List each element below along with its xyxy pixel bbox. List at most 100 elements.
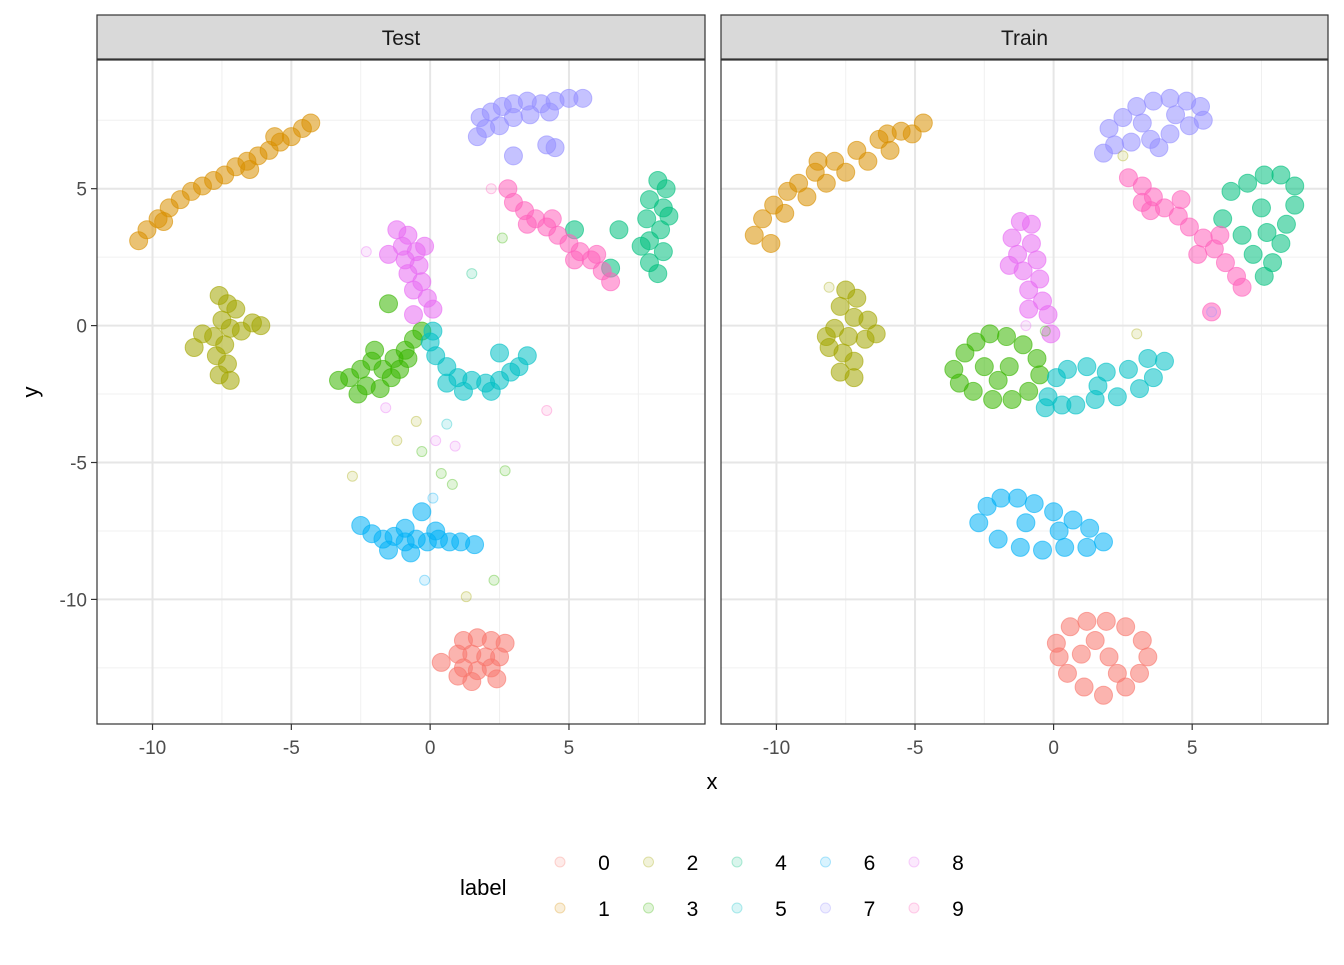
point-label-0 bbox=[431, 652, 451, 672]
point-label-4 bbox=[466, 268, 478, 280]
facet-strip-label: Train bbox=[1001, 27, 1048, 50]
panel-background bbox=[97, 60, 705, 724]
point-label-4 bbox=[1271, 165, 1291, 185]
point-label-4 bbox=[1276, 214, 1296, 234]
point-label-1 bbox=[301, 113, 321, 133]
point-label-9 bbox=[485, 183, 497, 195]
point-label-6 bbox=[1010, 537, 1030, 557]
point-label-4 bbox=[1254, 266, 1274, 286]
point-label-5 bbox=[517, 346, 537, 366]
point-label-5 bbox=[1035, 398, 1055, 418]
point-label-4 bbox=[1254, 165, 1274, 185]
point-label-4 bbox=[1251, 198, 1271, 218]
point-label-2 bbox=[226, 299, 246, 319]
point-label-5 bbox=[437, 373, 457, 393]
legend-label-9: 9 bbox=[952, 898, 964, 921]
point-label-0 bbox=[1116, 617, 1136, 637]
legend-label-4: 4 bbox=[775, 852, 787, 875]
point-label-8 bbox=[1021, 214, 1041, 234]
point-label-3 bbox=[980, 324, 1000, 344]
point-label-0 bbox=[1107, 663, 1127, 683]
legend-key-6 bbox=[820, 856, 831, 868]
point-label-5 bbox=[1138, 348, 1158, 368]
point-label-5 bbox=[490, 343, 510, 363]
point-label-5 bbox=[453, 381, 473, 401]
x-tick-label: 0 bbox=[425, 738, 436, 759]
point-label-9 bbox=[1132, 192, 1152, 212]
point-label-9 bbox=[587, 244, 607, 264]
point-label-3 bbox=[966, 332, 986, 352]
point-label-6 bbox=[1080, 518, 1100, 538]
point-label-3 bbox=[499, 465, 511, 477]
point-label-6 bbox=[379, 540, 399, 560]
point-label-7 bbox=[1121, 132, 1141, 152]
point-label-3 bbox=[1002, 390, 1022, 410]
point-label-4 bbox=[1263, 253, 1283, 273]
panel-border bbox=[720, 59, 1329, 725]
legend-label-6: 6 bbox=[864, 852, 876, 875]
point-label-1 bbox=[753, 209, 773, 229]
point-label-4 bbox=[1271, 233, 1291, 253]
point-label-2 bbox=[823, 281, 835, 293]
point-label-5 bbox=[1154, 351, 1174, 371]
point-label-8 bbox=[423, 299, 443, 319]
point-label-1 bbox=[816, 173, 836, 193]
legend-key-4 bbox=[731, 856, 743, 868]
point-label-9 bbox=[565, 250, 585, 270]
point-label-4 bbox=[631, 236, 651, 256]
point-label-6 bbox=[351, 515, 371, 535]
point-label-4 bbox=[659, 206, 679, 226]
y-tick-label: 0 bbox=[76, 317, 87, 338]
point-label-8 bbox=[379, 244, 399, 264]
point-label-2 bbox=[858, 310, 878, 330]
point-label-5 bbox=[1107, 387, 1127, 407]
point-label-0 bbox=[1071, 644, 1091, 664]
point-label-5 bbox=[1066, 395, 1086, 415]
point-label-8 bbox=[1041, 324, 1061, 344]
point-label-1 bbox=[154, 212, 174, 232]
point-label-8 bbox=[1027, 250, 1047, 270]
point-label-3 bbox=[416, 446, 428, 458]
point-label-7 bbox=[1132, 113, 1152, 133]
point-label-5 bbox=[1130, 379, 1150, 399]
legend-key-9 bbox=[908, 902, 920, 914]
point-label-0 bbox=[1085, 630, 1105, 650]
point-label-6 bbox=[988, 529, 1008, 549]
point-label-1 bbox=[789, 173, 809, 193]
x-tick-label: 5 bbox=[1187, 738, 1198, 759]
panel-train: Train -10 -5 0 5 bbox=[720, 14, 1329, 759]
point-label-0 bbox=[1132, 630, 1152, 650]
point-label-5 bbox=[423, 321, 443, 341]
point-label-3 bbox=[996, 327, 1016, 347]
point-label-7 bbox=[540, 102, 560, 122]
facet-strip-label: Test bbox=[382, 27, 421, 50]
point-label-8 bbox=[430, 435, 442, 447]
point-label-8 bbox=[380, 402, 392, 414]
point-label-4 bbox=[1238, 173, 1258, 193]
point-label-2 bbox=[1131, 328, 1143, 340]
point-label-7 bbox=[1127, 97, 1147, 117]
point-label-6 bbox=[991, 488, 1011, 508]
point-label-1 bbox=[797, 187, 817, 207]
point-label-6 bbox=[412, 502, 432, 522]
point-label-2 bbox=[866, 324, 886, 344]
point-label-4 bbox=[609, 220, 629, 240]
point-label-2 bbox=[838, 327, 858, 347]
point-label-5 bbox=[441, 418, 453, 430]
point-label-9 bbox=[1171, 190, 1191, 210]
point-label-4 bbox=[1285, 195, 1305, 215]
legend-label-1: 1 bbox=[598, 898, 610, 921]
panel-border bbox=[96, 59, 706, 725]
legend-label-7: 7 bbox=[864, 898, 876, 921]
point-label-9 bbox=[601, 272, 621, 292]
point-label-4 bbox=[656, 179, 676, 199]
point-label-6 bbox=[1055, 537, 1075, 557]
point-label-0 bbox=[1077, 611, 1097, 631]
point-label-8 bbox=[449, 440, 461, 452]
point-label-3 bbox=[379, 294, 399, 314]
point-label-0 bbox=[487, 669, 507, 689]
point-label-7 bbox=[503, 108, 523, 128]
point-label-4 bbox=[653, 242, 673, 262]
point-label-4 bbox=[639, 190, 659, 210]
